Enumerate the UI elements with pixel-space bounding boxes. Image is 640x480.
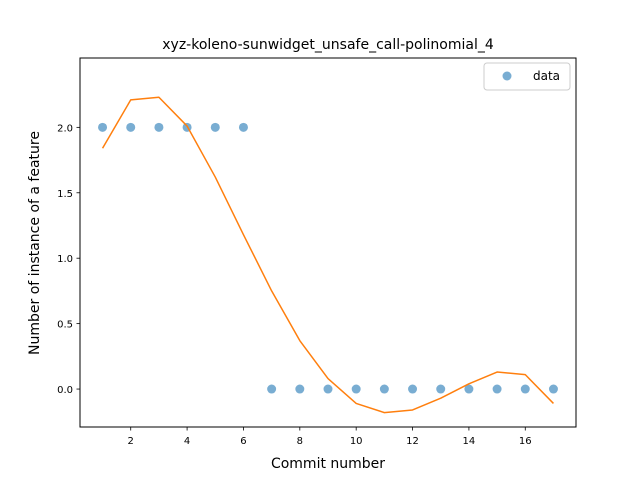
- y-tick-label: 0.5: [57, 320, 73, 331]
- x-tick-label: 14: [463, 436, 476, 447]
- y-tick-label: 2.0: [57, 123, 73, 134]
- x-tick-label: 8: [297, 436, 303, 447]
- x-tick-label: 4: [184, 436, 190, 447]
- x-tick-label: 2: [128, 436, 134, 447]
- data-point: [408, 384, 418, 394]
- data-point: [464, 384, 474, 394]
- legend: data: [483, 62, 571, 91]
- plot-area: [98, 96, 558, 414]
- y-axis-title: Number of instance of a feature: [27, 131, 43, 355]
- legend-label-data: data: [533, 69, 560, 83]
- axis-ticks: 2 4 6 8 10 12 14 16 0.0 0.5 1.0 1.5 2.0: [57, 123, 532, 447]
- legend-box: [483, 62, 571, 91]
- data-point: [267, 384, 277, 394]
- data-point: [379, 384, 389, 394]
- data-point: [238, 122, 248, 132]
- data-point: [351, 384, 361, 394]
- x-axis-title: Commit number: [271, 456, 385, 472]
- y-tick-label: 1.5: [57, 189, 73, 200]
- data-point: [520, 384, 530, 394]
- data-point: [436, 384, 446, 394]
- y-tick-label: 0.0: [57, 385, 73, 396]
- data-point: [154, 122, 164, 132]
- x-tick-label: 6: [240, 436, 246, 447]
- data-point: [323, 384, 333, 394]
- fit-line: [101, 96, 554, 414]
- data-point: [210, 122, 220, 132]
- x-tick-label: 10: [350, 436, 363, 447]
- data-point: [548, 384, 558, 394]
- legend-marker-data: [502, 71, 512, 81]
- x-tick-label: 12: [406, 436, 419, 447]
- axes-frame: [79, 57, 577, 428]
- data-point: [98, 122, 108, 132]
- chart-title: xyz-koleno-sunwidget_unsafe_call-polinom…: [162, 37, 494, 53]
- y-tick-label: 1.0: [57, 254, 73, 265]
- data-point: [126, 122, 136, 132]
- data-point: [295, 384, 305, 394]
- data-point: [492, 384, 502, 394]
- x-tick-label: 16: [519, 436, 532, 447]
